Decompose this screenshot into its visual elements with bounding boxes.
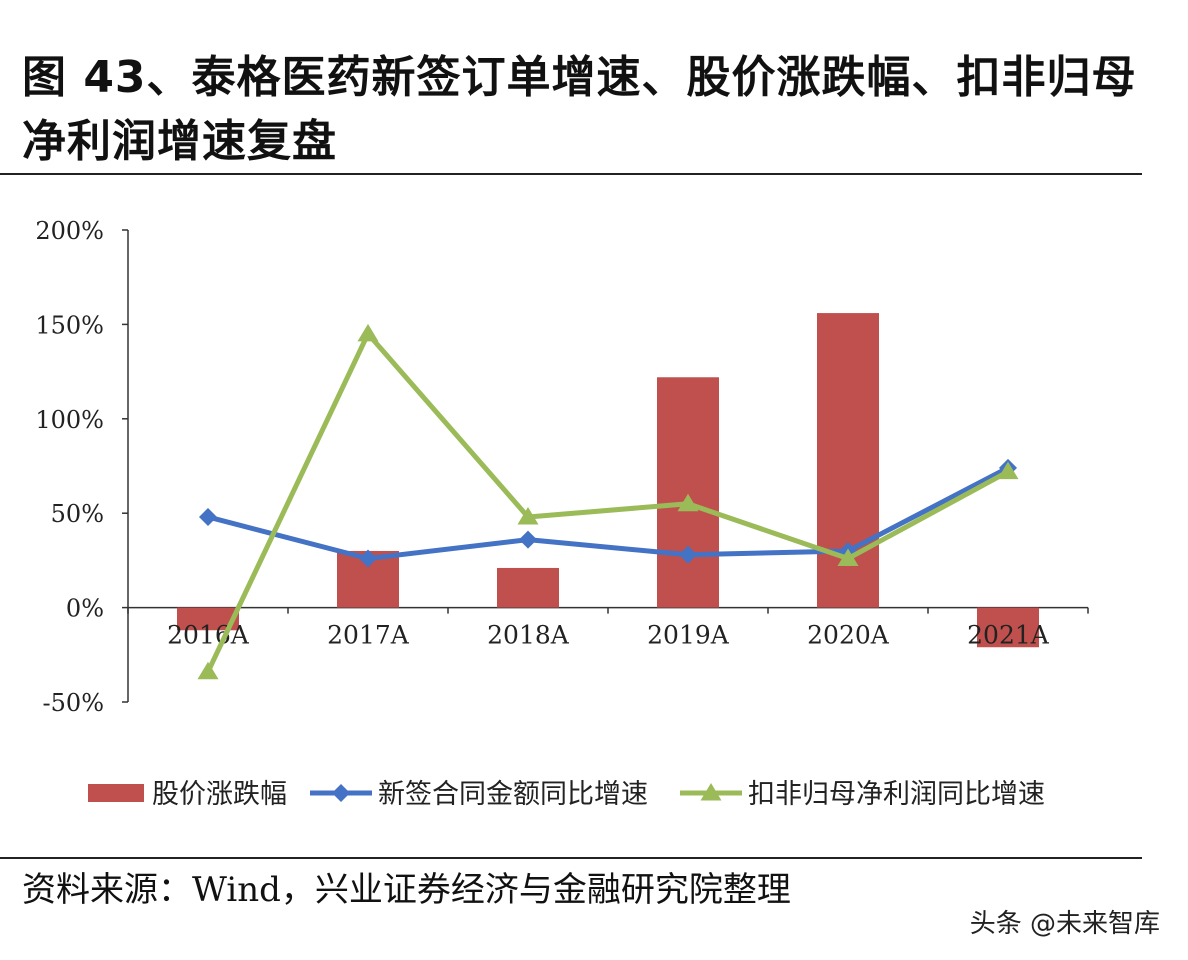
- legend-label-bar: 股价涨跌幅: [152, 779, 287, 810]
- y-tick-label: 50%: [51, 500, 104, 528]
- y-tick-label: 200%: [35, 217, 104, 245]
- top-divider: [0, 173, 1142, 175]
- net-profit-point-2021A: [997, 461, 1019, 480]
- new-contracts-point-2017A: [359, 549, 377, 568]
- net-profit-point-2020A: [837, 548, 859, 567]
- legend-label-net-profit: 扣非归母净利润同比增速: [748, 779, 1045, 810]
- line-net-profit: [205, 331, 1010, 673]
- y-tick-label: 150%: [35, 311, 104, 339]
- legend-marker-diamond: [332, 784, 350, 802]
- bar-2019A: [657, 377, 719, 608]
- new-contracts-point-2016A: [199, 507, 217, 526]
- net-profit-point-2016A: [197, 661, 219, 680]
- new-contracts-point-2018A: [519, 530, 537, 549]
- x-axis-labels: 2016A 2017A 2018A 2019A 2020A 2021A: [167, 621, 1050, 650]
- watermark: 头条 @未来智库: [969, 909, 1160, 939]
- bar-series: [177, 313, 1039, 648]
- chart: 200%150%100%50%0%-50% 2016A 2017A 2018A 201…: [35, 217, 1089, 810]
- line-new-contracts: [207, 465, 1010, 562]
- bar-2021A: [977, 607, 1039, 648]
- page-title: 图 43、泰格医药新签订单增速、股价涨跌幅、扣非归母净利润增速复盘: [22, 52, 1137, 167]
- legend-marker-triangle: [700, 783, 722, 801]
- x-tick-label: 2016A: [167, 621, 250, 650]
- legend-swatch-bar: [88, 784, 144, 802]
- axes: [127, 230, 1089, 702]
- x-tick-label: 2021A: [967, 621, 1050, 650]
- y-tick-label: -50%: [43, 689, 104, 717]
- x-tick-label: 2020A: [807, 621, 890, 650]
- y-tick-label: 0%: [66, 595, 104, 623]
- bar-2018A: [497, 567, 559, 608]
- line-series: [197, 323, 1019, 680]
- net-profit-point-2019A: [677, 493, 699, 512]
- y-tick-label: 100%: [35, 406, 104, 434]
- x-tick-label: 2018A: [487, 621, 570, 650]
- bar-2016A: [177, 607, 239, 631]
- y-axis-ticks: 200% 150% 100% 50% 0% -50%: [35, 217, 128, 717]
- new-contracts-point-2019A: [679, 545, 697, 564]
- legend-label-new-contracts: 新签合同金额同比增速: [378, 779, 648, 810]
- legend: 股价涨跌幅 新签合同金额同比增速 扣非归母净利润同比增速: [88, 779, 1045, 810]
- net-profit-point-2017A: [357, 323, 379, 342]
- source-note: 资料来源：Wind，兴业证券经济与金融研究院整理: [22, 870, 791, 910]
- x-tick-label: 2017A: [327, 621, 410, 650]
- x-tick-label: 2019A: [647, 621, 730, 650]
- net-profit-point-2018A: [517, 506, 539, 525]
- bottom-divider: [0, 857, 1142, 859]
